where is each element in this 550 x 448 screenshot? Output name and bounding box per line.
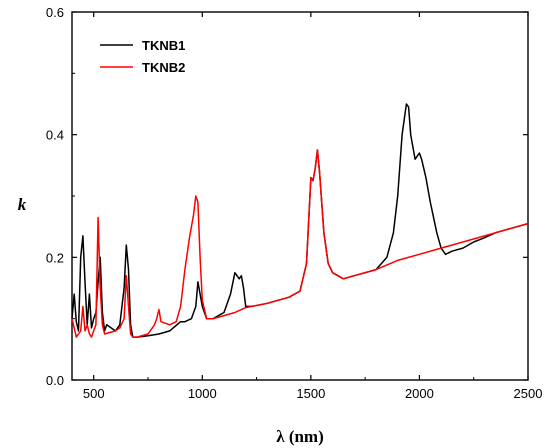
legend: TKNB1 TKNB2	[100, 38, 185, 75]
series-line-tknb1	[71, 103, 529, 338]
y-tick-label: 0.2	[46, 250, 64, 265]
series-line-tknb2	[71, 149, 529, 338]
x-tick-label: 1500	[296, 386, 325, 401]
y-tick-label: 0.6	[46, 5, 64, 20]
legend-label-tknb1: TKNB1	[142, 38, 185, 53]
x-axis-ticks: 500 1000 1500 2000 2500	[83, 12, 543, 401]
x-axis-title: λ (nm)	[276, 427, 324, 446]
x-tick-label: 500	[83, 386, 105, 401]
y-tick-label: 0.0	[46, 373, 64, 388]
x-tick-label: 2000	[405, 386, 434, 401]
y-axis-title: k	[18, 195, 27, 214]
x-tick-label: 1000	[188, 386, 217, 401]
y-axis-ticks: 0.0 0.2 0.4 0.6	[46, 5, 528, 388]
legend-label-tknb2: TKNB2	[142, 60, 185, 75]
x-tick-label: 2500	[514, 386, 543, 401]
y-tick-label: 0.4	[46, 128, 64, 143]
plot-frame	[71, 11, 529, 381]
plot-area-border	[71, 11, 529, 381]
series-layer	[71, 103, 529, 338]
